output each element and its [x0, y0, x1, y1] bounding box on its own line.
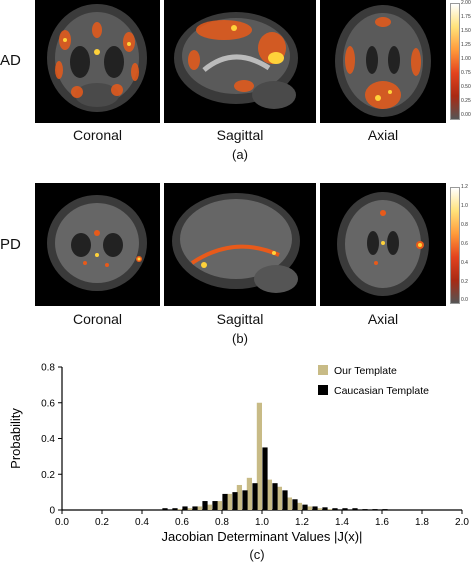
y-tick-label: 0.2 [41, 470, 55, 481]
caption-a: (a) [232, 147, 248, 162]
pd-sagittal-label: Sagittal [216, 311, 264, 327]
legend-label: Our Template [334, 365, 397, 377]
y-tick-label: 0.4 [41, 434, 55, 445]
colorbar-tick: 1.2 [461, 184, 468, 190]
colorbar-tick: 1.0 [461, 203, 468, 209]
x-tick-label: 1.0 [255, 517, 269, 528]
x-tick-label: 0.6 [175, 517, 189, 528]
colorbar-tick: 1.50 [461, 28, 471, 34]
x-tick-label: 1.8 [415, 517, 429, 528]
bar-caucasian-template [182, 506, 188, 510]
bar-caucasian-template [192, 506, 198, 510]
colorbar-tick: 2.00 [461, 0, 471, 6]
bar-caucasian-template [382, 509, 388, 510]
colorbar-tick: 0.6 [461, 241, 468, 247]
bar-caucasian-template [302, 504, 308, 510]
bar-our-template [266, 479, 272, 510]
colorbar-tick: 1.75 [461, 14, 471, 20]
ad-colorbar [450, 3, 460, 120]
legend-label: Caucasian Template [334, 385, 429, 397]
x-tick-label: 1.4 [335, 517, 349, 528]
bar-caucasian-template [312, 506, 318, 510]
bar-caucasian-template [362, 509, 368, 510]
ad-axial-label: Axial [367, 127, 399, 143]
bar-caucasian-template [372, 509, 378, 510]
bar-our-template [236, 484, 242, 510]
x-tick-label: 0.4 [135, 517, 149, 528]
ad-sagittal-image [164, 0, 316, 123]
bar-our-template [296, 502, 302, 510]
x-tick-label: 0.2 [95, 517, 109, 528]
bar-caucasian-template [222, 493, 228, 510]
colorbar-tick: 0.50 [461, 84, 471, 90]
bar-caucasian-template [352, 508, 358, 510]
jacobian-histogram: 0.0 0.2 0.4 0.6 0.8 1.0 1.2 1.4 1.6 1.8 2.0 0 0.2 0.4… [8, 363, 469, 545]
pd-colorbar-ticks: 1.2 1.0 0.8 0.6 0.4 0.2 0.0 [461, 184, 474, 307]
bar-caucasian-template [272, 483, 278, 510]
x-tick-label: 0.0 [55, 517, 69, 528]
y-tick-label: 0.8 [41, 363, 55, 374]
bar-our-template [246, 477, 252, 510]
colorbar-tick: 0.0 [461, 297, 468, 303]
row-label-pd: PD [0, 236, 21, 253]
legend-swatch [318, 365, 328, 375]
colorbar-tick: 0.25 [461, 98, 471, 104]
bar-our-template [216, 501, 222, 510]
x-tick-label: 1.2 [295, 517, 309, 528]
x-tick-label: 1.6 [375, 517, 389, 528]
colorbar-tick: 1.00 [461, 56, 471, 62]
pd-colorbar [450, 187, 460, 304]
y-tick-label: 0.6 [41, 398, 55, 409]
pd-axial-image [320, 183, 446, 306]
bar-caucasian-template [212, 501, 218, 510]
caption-b: (b) [232, 331, 248, 346]
bar-caucasian-template [342, 508, 348, 510]
bar-our-template [176, 509, 182, 510]
legend-swatch [318, 385, 328, 395]
x-axis-label: Jacobian Determinant Values |J(x)| [162, 529, 363, 544]
bar-our-template [196, 506, 202, 510]
bar-our-template [276, 486, 282, 510]
pd-axial-label: Axial [367, 311, 399, 327]
ad-sagittal-label: Sagittal [216, 127, 264, 143]
y-tick-label: 0 [49, 506, 55, 517]
bar-caucasian-template [282, 490, 288, 510]
bar-our-template [286, 497, 292, 510]
bar-caucasian-template [322, 507, 328, 510]
colorbar-tick: 0.8 [461, 222, 468, 228]
ad-coronal-label: Coronal [72, 127, 123, 143]
colorbar-tick: 0.4 [461, 260, 468, 266]
pd-coronal-image [35, 183, 160, 306]
bar-caucasian-template [172, 508, 178, 510]
caption-c: (c) [249, 547, 265, 562]
row-label-ad: AD [0, 52, 21, 69]
bar-caucasian-template [232, 492, 238, 510]
y-axis-label: Probability [8, 408, 23, 469]
bar-our-template [316, 508, 322, 510]
colorbar-tick: 0.2 [461, 279, 468, 285]
bar-caucasian-template [252, 483, 258, 510]
bar-our-template [226, 493, 232, 510]
colorbar-tick: 0.75 [461, 70, 471, 76]
bar-caucasian-template [242, 490, 248, 510]
bar-caucasian-template [292, 499, 298, 510]
ad-axial-image [320, 0, 446, 123]
bar-our-template [326, 509, 332, 510]
pd-coronal-label: Coronal [72, 311, 123, 327]
colorbar-tick: 1.25 [461, 42, 471, 48]
bar-caucasian-template [202, 501, 208, 510]
colorbar-tick: 0.00 [461, 112, 471, 118]
bar-our-template [256, 402, 262, 510]
bar-caucasian-template [262, 447, 268, 510]
bar-caucasian-template [162, 508, 168, 510]
pd-sagittal-image [164, 183, 316, 306]
bar-our-template [186, 508, 192, 510]
ad-colorbar-ticks: 2.00 1.75 1.50 1.25 1.00 0.75 0.50 0.25 … [461, 0, 474, 123]
bar-our-template [206, 504, 212, 510]
bar-our-template [306, 506, 312, 510]
bar-caucasian-template [332, 508, 338, 510]
x-tick-label: 2.0 [455, 517, 469, 528]
x-tick-label: 0.8 [215, 517, 229, 528]
ad-coronal-image [35, 0, 160, 123]
